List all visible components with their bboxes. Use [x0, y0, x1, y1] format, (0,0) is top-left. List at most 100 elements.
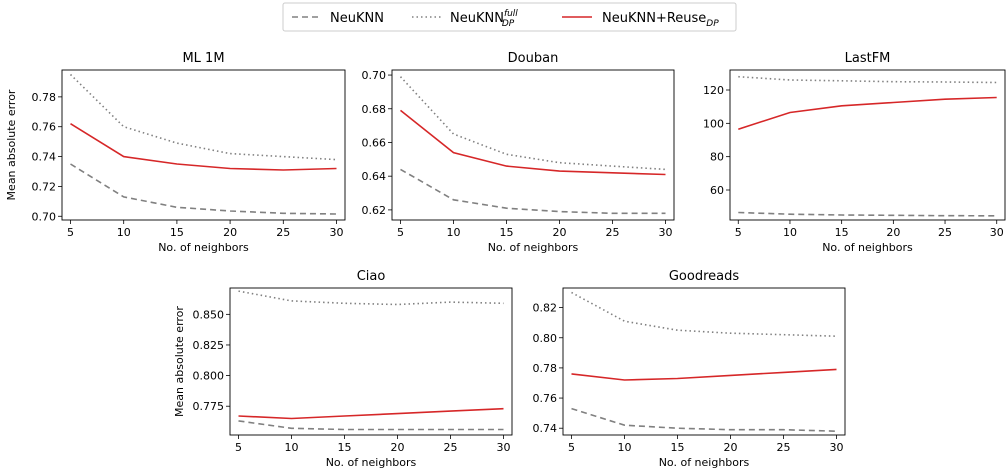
panel-title: Ciao [357, 269, 386, 284]
panel-goodreads: Goodreads 5 10 15 20 25 30 0.74 0.76 0.78 0.80 0.82… [533, 269, 846, 469]
axes-frame [61, 69, 346, 221]
y-tick-label: 0.825 [193, 339, 225, 352]
y-tick-label: 0.80 [533, 332, 558, 345]
x-tick-label: 5 [235, 441, 242, 454]
y-tick-label: 0.76 [32, 121, 57, 134]
x-tick-label: 10 [783, 226, 797, 239]
x-tick-label: 10 [117, 226, 131, 239]
series-line-neuknn [400, 168, 666, 215]
x-axis-label: No. of neighbors [822, 241, 913, 254]
x-tick-label: 30 [990, 226, 1004, 239]
series-line-neuknn [238, 420, 504, 431]
y-tick-label: 0.64 [362, 170, 387, 183]
x-tick-label: 15 [499, 226, 513, 239]
legend-label-full-sub: DP [502, 19, 515, 29]
y-tick-label: 0.70 [32, 210, 57, 223]
x-tick-label: 5 [735, 226, 742, 239]
series-line-reuse [400, 109, 666, 176]
legend-item-reuse-dp: NeuKNN+ReuseDP [562, 11, 719, 29]
series-line-reuse [738, 96, 997, 130]
panel-ml-1m: ML 1M 5 10 15 20 25 30 0.70 0.72 0.74 0.76 0.78 No. … [5, 51, 346, 254]
legend-item-neuknn-full-dp: NeuKNNfull DP [412, 9, 518, 29]
y-tick-label: 80 [710, 151, 724, 164]
series-line-neuknn [571, 407, 837, 432]
x-tick-label: 25 [276, 226, 290, 239]
panel-title: Goodreads [669, 269, 740, 284]
y-tick-label: 0.76 [533, 392, 558, 405]
y-tick-label: 0.78 [32, 91, 57, 104]
y-tick-label: 120 [703, 84, 724, 97]
y-axis-label: Mean absolute error [5, 89, 18, 200]
legend-label-neuknn: NeuKNN [330, 11, 384, 26]
y-axis-label: Mean absolute error [173, 306, 186, 417]
y-tick-label: 0.82 [533, 302, 558, 315]
panel-douban: Douban 5 10 15 20 25 30 0.62 0.64 0.66 0.68 0.70 No.… [362, 51, 675, 254]
x-tick-label: 20 [553, 226, 567, 239]
x-axis-label: No. of neighbors [488, 241, 579, 254]
legend-frame [282, 2, 737, 32]
series-line-neuknn [738, 211, 997, 217]
y-tick-label: 0.72 [32, 180, 57, 193]
series-line-full [738, 75, 997, 84]
x-tick-label: 20 [886, 226, 900, 239]
x-axis-label: No. of neighbors [158, 241, 249, 254]
x-tick-label: 20 [724, 441, 738, 454]
y-tick-label: 0.78 [533, 362, 558, 375]
y-tick-label: 0.775 [193, 400, 225, 413]
x-tick-label: 30 [497, 441, 511, 454]
x-tick-label: 15 [670, 441, 684, 454]
x-tick-label: 30 [830, 441, 844, 454]
x-tick-label: 25 [777, 441, 791, 454]
panels: ML 1M 5 10 15 20 25 30 0.70 0.72 0.74 0.76 0.78 No. … [5, 51, 1006, 469]
x-axis-label: No. of neighbors [659, 456, 750, 469]
series-line-full [238, 290, 504, 306]
y-tick-label: 0.800 [193, 370, 225, 383]
axes-frame [729, 69, 1006, 221]
y-tick-label: 100 [703, 117, 724, 130]
y-tick-label: 0.66 [362, 136, 387, 149]
x-tick-label: 15 [835, 226, 849, 239]
x-tick-label: 10 [617, 441, 631, 454]
x-axis-label: No. of neighbors [326, 456, 417, 469]
x-tick-label: 25 [444, 441, 458, 454]
legend-label-full: NeuKNNfull DP [450, 9, 518, 29]
x-tick-label: 30 [659, 226, 673, 239]
x-tick-label: 10 [284, 441, 298, 454]
x-tick-label: 15 [337, 441, 351, 454]
y-tick-label: 0.850 [193, 308, 225, 321]
y-tick-label: 0.70 [362, 69, 387, 82]
panel-title: Douban [508, 51, 559, 66]
y-tick-label: 0.62 [362, 204, 387, 217]
series-line-full [399, 76, 666, 171]
x-tick-label: 5 [67, 226, 74, 239]
y-tick-label: 0.68 [362, 103, 387, 116]
legend-label-reuse: NeuKNN+ReuseDP [602, 11, 719, 29]
panel-title: LastFM [845, 51, 891, 66]
series-line-full [69, 73, 337, 161]
series-line-reuse [238, 407, 504, 420]
legend-label-reuse-sub: DP [706, 19, 719, 29]
axes-frame [229, 287, 513, 436]
x-tick-label: 5 [397, 226, 404, 239]
axes-frame [391, 69, 675, 221]
series-line-reuse [70, 123, 337, 171]
x-tick-label: 20 [223, 226, 237, 239]
x-tick-label: 30 [329, 226, 343, 239]
y-tick-label: 0.74 [533, 422, 558, 435]
x-tick-label: 25 [606, 226, 620, 239]
series-line-full [571, 291, 837, 337]
x-tick-label: 10 [446, 226, 460, 239]
legend-item-neuknn: NeuKNN [292, 11, 384, 26]
axes-frame [562, 287, 846, 436]
panel-lastfm: LastFM 5 10 15 20 25 30 60 80 100 120 No. of neighb… [703, 51, 1006, 254]
x-tick-label: 15 [170, 226, 184, 239]
y-tick-label: 0.74 [32, 151, 57, 164]
legend-label-full-sup: full [504, 9, 518, 19]
series-line-neuknn [70, 163, 337, 215]
series-line-reuse [571, 368, 837, 381]
y-tick-label: 60 [710, 184, 724, 197]
panel-title: ML 1M [182, 51, 224, 66]
x-tick-label: 25 [938, 226, 952, 239]
x-tick-label: 20 [391, 441, 405, 454]
panel-ciao: Ciao 5 10 15 20 25 30 0.775 0.800 0.825 0.850 No. o… [173, 269, 513, 469]
